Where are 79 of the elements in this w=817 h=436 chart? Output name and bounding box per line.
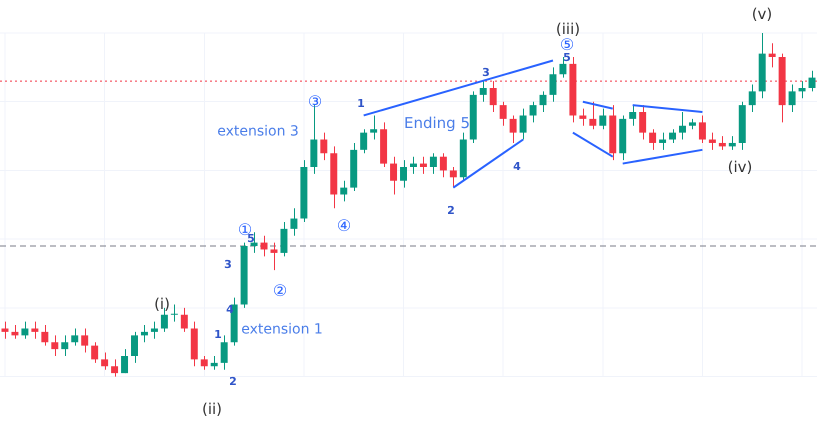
candlestick bbox=[708, 132, 716, 150]
candlestick bbox=[688, 118, 696, 130]
annotation: 2 bbox=[447, 204, 455, 217]
candlestick bbox=[768, 42, 776, 68]
annotation: (i) bbox=[154, 294, 170, 313]
candlestick bbox=[669, 128, 676, 144]
annotation: ④ bbox=[336, 216, 352, 236]
candlestick bbox=[599, 108, 606, 130]
candlestick bbox=[111, 358, 118, 378]
candlestick bbox=[748, 84, 756, 113]
candlestick bbox=[11, 324, 18, 340]
candlestick bbox=[140, 324, 148, 343]
annotation: 1 bbox=[214, 328, 222, 341]
candlestick bbox=[180, 307, 188, 332]
annotation: Ending 5 bbox=[404, 114, 470, 132]
candlestick bbox=[450, 166, 457, 188]
candlestick bbox=[1, 321, 8, 340]
annotation: 2 bbox=[229, 374, 237, 388]
candlestick bbox=[170, 304, 178, 322]
candlestick bbox=[71, 328, 78, 346]
candlestick bbox=[51, 334, 58, 356]
candlestick bbox=[520, 108, 527, 140]
annotation: 3 bbox=[482, 66, 490, 79]
candlestick bbox=[121, 348, 128, 374]
candlestick bbox=[579, 108, 586, 126]
candlestick bbox=[61, 334, 68, 356]
candlestick bbox=[320, 132, 328, 161]
candlestick bbox=[31, 321, 38, 340]
candlestick bbox=[21, 321, 28, 340]
candlestick bbox=[798, 80, 806, 99]
candlestick bbox=[200, 355, 208, 370]
candlestick bbox=[629, 104, 636, 126]
candlestick bbox=[649, 128, 656, 150]
candlestick bbox=[260, 235, 268, 257]
candlestick bbox=[400, 160, 408, 188]
text: (v) bbox=[752, 4, 772, 23]
candlestick bbox=[131, 331, 138, 364]
candlestick bbox=[150, 321, 158, 340]
candlestick bbox=[718, 136, 726, 150]
annotation: (iv) bbox=[728, 158, 752, 176]
candlestick bbox=[41, 324, 48, 346]
candlestick bbox=[440, 152, 447, 178]
annotation: 1 bbox=[357, 96, 365, 110]
annotation: extension 1 bbox=[241, 322, 323, 338]
annotation: 4 bbox=[513, 160, 522, 173]
candlestick bbox=[589, 101, 596, 130]
text: (ii) bbox=[202, 400, 222, 418]
candlestick bbox=[91, 342, 98, 364]
annotation: ③ bbox=[308, 92, 322, 112]
candlestick bbox=[540, 90, 546, 113]
candlestick bbox=[510, 114, 517, 144]
candlestick bbox=[808, 70, 816, 92]
annotation: extension 3 bbox=[217, 124, 299, 140]
candlestick bbox=[728, 136, 736, 150]
candlestick bbox=[639, 104, 646, 140]
candlestick bbox=[101, 352, 108, 370]
candlestick bbox=[788, 84, 796, 113]
candlestick bbox=[500, 101, 507, 126]
candlestick bbox=[679, 112, 686, 140]
annotation: (iii) bbox=[556, 20, 580, 38]
candlestick bbox=[340, 180, 348, 202]
annotation: 3 bbox=[224, 258, 232, 271]
candlestick bbox=[210, 355, 218, 370]
candlestick bbox=[659, 132, 666, 150]
candlestick bbox=[390, 156, 398, 195]
candlestick bbox=[290, 208, 298, 236]
candlestick bbox=[698, 114, 706, 144]
candlestick bbox=[530, 101, 537, 123]
candlestick bbox=[81, 328, 88, 354]
candlestick bbox=[480, 80, 487, 102]
candlestick bbox=[220, 334, 228, 370]
annotation: ② bbox=[272, 281, 288, 300]
candlestick bbox=[410, 156, 417, 174]
candlestick bbox=[360, 128, 368, 154]
candlestick bbox=[549, 66, 556, 102]
candlestick bbox=[370, 114, 378, 140]
candlestick bbox=[430, 152, 437, 174]
candlestick bbox=[420, 156, 427, 174]
candlestick bbox=[270, 242, 278, 271]
